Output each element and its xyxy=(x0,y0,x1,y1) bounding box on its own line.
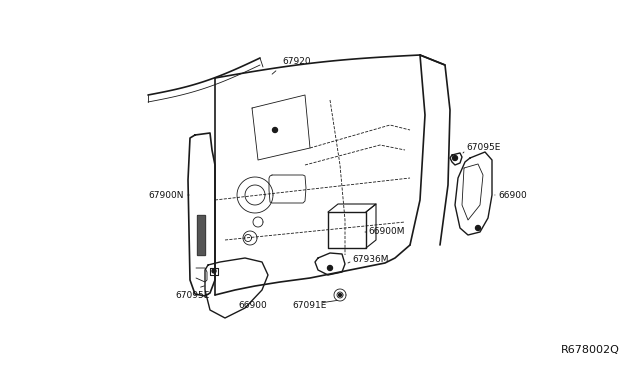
Text: R678002Q: R678002Q xyxy=(561,345,620,355)
Text: 66900: 66900 xyxy=(498,190,527,199)
Polygon shape xyxy=(339,294,342,296)
Polygon shape xyxy=(476,225,481,231)
Text: 66900: 66900 xyxy=(238,301,267,310)
Polygon shape xyxy=(328,266,333,270)
Text: 67095E: 67095E xyxy=(466,144,500,153)
Polygon shape xyxy=(273,128,278,132)
Polygon shape xyxy=(197,215,205,255)
Polygon shape xyxy=(212,269,216,273)
Text: 67920: 67920 xyxy=(282,58,310,67)
Text: 67900N: 67900N xyxy=(148,190,184,199)
Text: 67095E: 67095E xyxy=(175,291,209,299)
Text: 67091E: 67091E xyxy=(292,301,326,310)
Text: 67936M: 67936M xyxy=(352,256,388,264)
Polygon shape xyxy=(452,155,458,160)
Text: 66900M: 66900M xyxy=(368,228,404,237)
